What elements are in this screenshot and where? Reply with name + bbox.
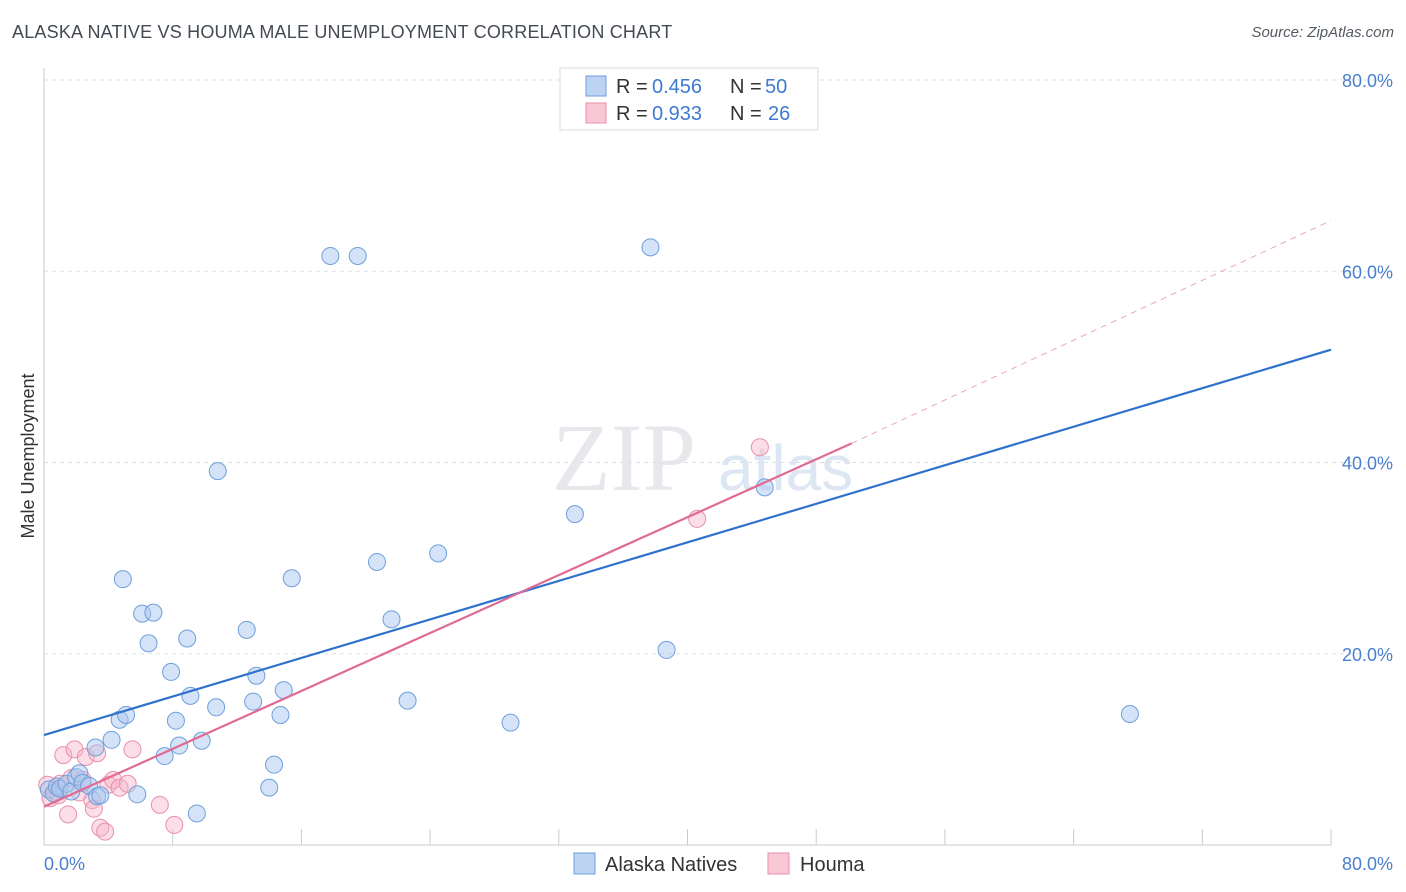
alaska-natives-point bbox=[265, 755, 284, 774]
trend-lines bbox=[43, 220, 1332, 808]
legend-houma-swatch bbox=[767, 852, 790, 875]
alaska-natives-point bbox=[178, 629, 197, 648]
houma-point bbox=[54, 746, 73, 765]
y-tick-label-80: 80.0% bbox=[1342, 71, 1393, 91]
correlation-legend: R = 0.456 N = 50 R = 0.933 N = 26 bbox=[559, 67, 819, 131]
alaska-natives-trend-line bbox=[43, 348, 1332, 737]
alaska-natives-point bbox=[398, 691, 417, 710]
watermark-atlas: atlas bbox=[718, 432, 853, 504]
alaska-natives-point bbox=[91, 786, 110, 805]
alaska-natives-point bbox=[429, 544, 448, 563]
houma-trend-line bbox=[43, 442, 853, 808]
legend-blue-n-label: N = bbox=[730, 76, 762, 98]
alaska-natives-point bbox=[657, 640, 676, 659]
alaska-natives-point bbox=[368, 552, 387, 571]
alaska-natives-point bbox=[382, 610, 401, 629]
x-tick-label-max: 80.0% bbox=[1342, 854, 1393, 874]
alaska-natives-point bbox=[208, 462, 227, 481]
chart-source: Source: ZipAtlas.com bbox=[1251, 24, 1394, 41]
alaska-natives-point bbox=[86, 738, 105, 757]
legend-alaska-natives-label: Alaska Natives bbox=[605, 854, 737, 876]
alaska-natives-point bbox=[102, 730, 121, 749]
houma-point bbox=[123, 740, 142, 759]
alaska-natives-point bbox=[113, 570, 132, 589]
alaska-natives-point bbox=[244, 692, 263, 711]
y-axis-label: Male Unemployment bbox=[18, 373, 38, 538]
alaska-natives-point bbox=[247, 666, 266, 685]
legend-alaska-natives-swatch bbox=[573, 852, 596, 875]
alaska-natives-point bbox=[348, 246, 367, 265]
alaska-natives-point bbox=[139, 634, 158, 653]
legend-houma-label: Houma bbox=[800, 854, 865, 876]
legend-pink-n-value: 26 bbox=[768, 103, 790, 125]
alaska-natives-point bbox=[321, 246, 340, 265]
y-tick-labels: 20.0% 40.0% 60.0% 80.0% bbox=[1342, 71, 1393, 665]
alaska-natives-point bbox=[187, 804, 206, 823]
legend-pink-r-label: R = bbox=[616, 103, 648, 125]
chart-title: ALASKA NATIVE VS HOUMA MALE UNEMPLOYMENT… bbox=[12, 22, 673, 42]
gridlines bbox=[44, 79, 1393, 655]
alaska-natives-point bbox=[128, 785, 147, 804]
legend-pink-n-label: N = bbox=[730, 103, 762, 125]
legend-blue-r-label: R = bbox=[616, 76, 648, 98]
alaska-natives-point bbox=[237, 620, 256, 639]
houma-point bbox=[750, 438, 769, 457]
houma-point bbox=[165, 815, 184, 834]
alaska-natives-point bbox=[271, 705, 290, 724]
alaska-natives-point bbox=[260, 778, 279, 797]
alaska-natives-point bbox=[501, 713, 520, 732]
y-tick-label-60: 60.0% bbox=[1342, 262, 1393, 282]
houma-point bbox=[59, 805, 78, 824]
x-ticks bbox=[172, 829, 1332, 845]
houma-trend-extension bbox=[851, 220, 1332, 444]
alaska-natives-point bbox=[282, 569, 301, 588]
legend-blue-r-value: 0.456 bbox=[652, 76, 702, 98]
alaska-natives-point bbox=[144, 603, 163, 622]
legend-blue-swatch bbox=[585, 75, 607, 97]
alaska-natives-point bbox=[641, 238, 660, 257]
alaska-natives-point bbox=[207, 698, 226, 717]
y-tick-label-40: 40.0% bbox=[1342, 454, 1393, 474]
alaska-natives-point bbox=[1120, 704, 1139, 723]
alaska-natives-point bbox=[166, 711, 185, 730]
legend-pink-swatch bbox=[585, 102, 607, 124]
y-tick-label-20: 20.0% bbox=[1342, 645, 1393, 665]
alaska-natives-point bbox=[565, 505, 584, 524]
watermark-zip: ZIP bbox=[552, 404, 696, 511]
x-tick-label-min: 0.0% bbox=[44, 854, 85, 874]
legend-blue-n-value: 50 bbox=[765, 76, 787, 98]
houma-point bbox=[96, 822, 115, 841]
alaska-natives-point bbox=[162, 662, 181, 681]
legend-pink-r-value: 0.933 bbox=[652, 103, 702, 125]
houma-point bbox=[150, 795, 169, 814]
series-legend: Alaska Natives Houma bbox=[573, 852, 865, 876]
